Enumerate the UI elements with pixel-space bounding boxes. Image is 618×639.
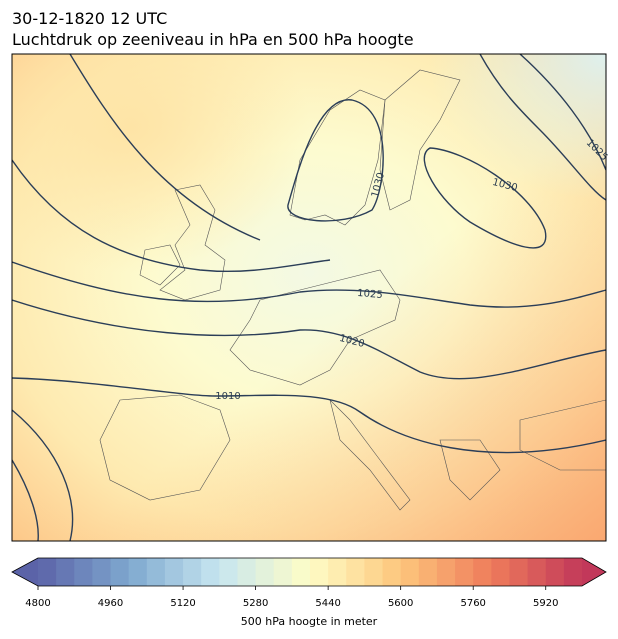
colorbar-band xyxy=(491,558,510,586)
height-field xyxy=(12,54,606,541)
coastlines xyxy=(99,69,606,511)
isobar xyxy=(12,459,39,541)
colorbar-extend-low xyxy=(12,558,38,586)
contour-label: 1025 xyxy=(357,288,383,301)
colorbar-band xyxy=(201,558,220,586)
colorbar-band xyxy=(310,558,329,586)
colorbar-band xyxy=(473,558,492,586)
colorbar-extend-high xyxy=(582,558,606,586)
colorbar-band xyxy=(455,558,474,586)
colorbar-band xyxy=(128,558,148,586)
colorbar-band xyxy=(219,558,238,586)
colorbar-band xyxy=(382,558,402,586)
isobar xyxy=(423,147,547,249)
colorbar-band xyxy=(364,558,384,586)
colorbar-band xyxy=(146,558,166,586)
isobar xyxy=(12,377,606,454)
colorbar-tick-label: 5600 xyxy=(388,598,413,609)
colorbar-band xyxy=(273,558,293,586)
isobar xyxy=(519,54,606,171)
colorbar-band xyxy=(563,558,583,586)
colorbar-tick-label: 5120 xyxy=(170,598,195,609)
colorbar-band xyxy=(291,558,311,586)
colorbar-band xyxy=(400,558,420,586)
colorbar-band xyxy=(164,558,184,586)
colorbar-band xyxy=(183,558,202,586)
isobar xyxy=(287,99,384,222)
colorbar-band xyxy=(255,558,275,586)
isobar xyxy=(12,409,74,541)
isobar xyxy=(12,299,606,380)
colorbar-tick-label: 5440 xyxy=(315,598,340,609)
isobar xyxy=(69,54,261,241)
colorbar-band xyxy=(56,558,75,586)
colorbar-tick-label: 5280 xyxy=(243,598,268,609)
colorbar-band xyxy=(346,558,365,586)
colorbar-band xyxy=(418,558,438,586)
colorbar-tick-label: 4800 xyxy=(25,598,50,609)
colorbar-tick-label: 4960 xyxy=(98,598,123,609)
colorbar-band xyxy=(328,558,347,586)
colorbar-band xyxy=(436,558,456,586)
colorbar-band xyxy=(527,558,547,586)
subtitle: Luchtdruk op zeeniveau in hPa en 500 hPa… xyxy=(12,30,414,49)
colorbar: 4800 4960 5120 5280 5440 5600 5760 5920 xyxy=(11,557,607,609)
colorbar-band xyxy=(237,558,257,586)
isobar xyxy=(12,261,606,308)
colorbar-band xyxy=(74,558,93,586)
map-frame xyxy=(11,53,607,542)
colorbar-band xyxy=(545,558,565,586)
colorbar-band xyxy=(509,558,529,586)
colorbar-tick-label: 5920 xyxy=(533,598,558,609)
title: 30-12-1820 12 UTC xyxy=(12,9,167,28)
colorbar-label: 500 hPa hoogte in meter xyxy=(241,615,378,628)
map xyxy=(12,54,606,541)
colorbar-tick-label: 5760 xyxy=(460,598,485,609)
isobars xyxy=(12,54,606,541)
colorbar-band xyxy=(110,558,130,586)
isobar xyxy=(479,54,606,201)
isobar xyxy=(12,159,331,273)
colorbar-band xyxy=(38,558,57,586)
contour-label: 1010 xyxy=(215,391,240,402)
colorbar-outline xyxy=(11,557,607,587)
colorbar-band xyxy=(92,558,112,586)
